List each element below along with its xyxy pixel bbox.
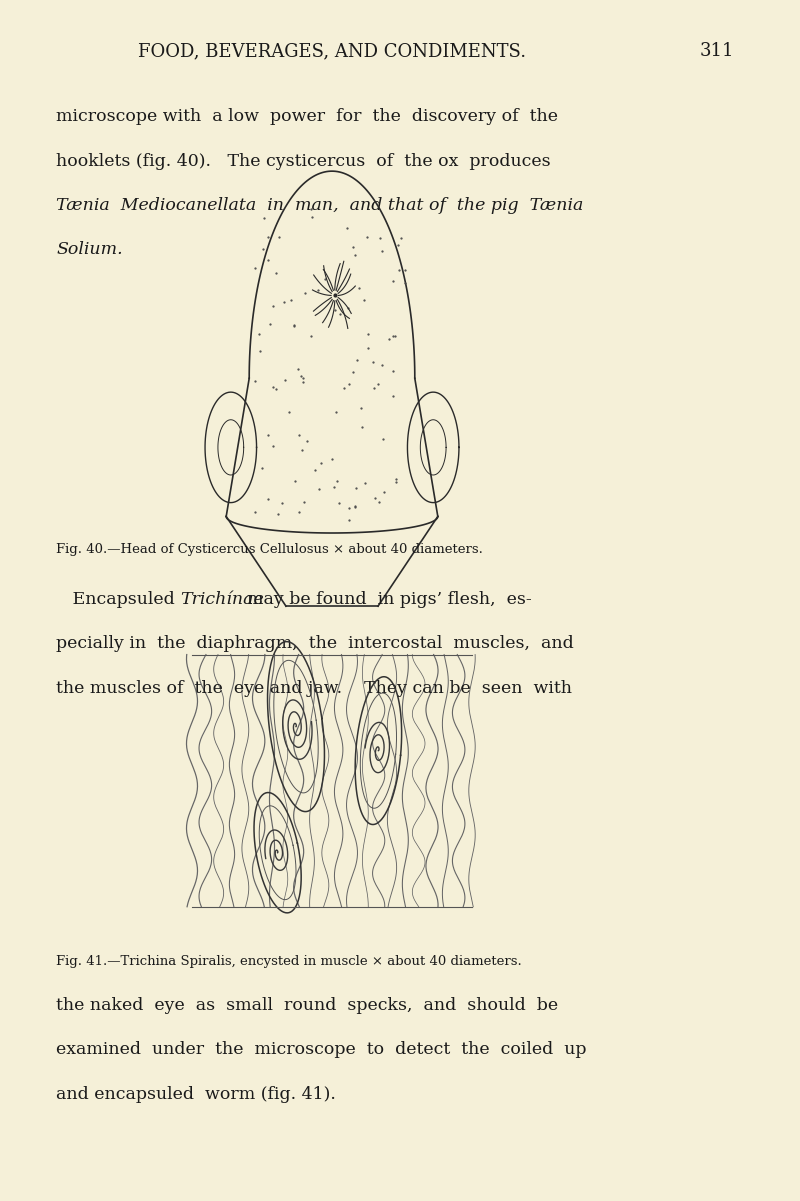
Text: and encapsuled  worm (fig. 41).: and encapsuled worm (fig. 41). [56,1086,336,1103]
Text: may be found  in pigs’ flesh,  es-: may be found in pigs’ flesh, es- [236,591,532,608]
Text: the naked  eye  as  small  round  specks,  and  should  be: the naked eye as small round specks, and… [56,997,558,1014]
Text: Fig. 40.—Head of Cysticercus Cellulosus × about 40 diameters.: Fig. 40.—Head of Cysticercus Cellulosus … [56,543,483,556]
Text: Trichínae: Trichínae [180,591,264,608]
Text: microscope with  a low  power  for  the  discovery of  the: microscope with a low power for the disc… [56,108,558,125]
Text: 311: 311 [700,42,734,60]
Text: Tænia  Mediocanellata  in  man,  and that of  the pig  Tænia: Tænia Mediocanellata in man, and that of… [56,197,583,214]
Text: the muscles of  the  eye and jaw.    They can be  seen  with: the muscles of the eye and jaw. They can… [56,680,572,697]
Text: pecially in  the  diaphragm,  the  intercostal  muscles,  and: pecially in the diaphragm, the intercost… [56,635,574,652]
Text: Fig. 41.—Trichina Spiralis, encysted in muscle × about 40 diameters.: Fig. 41.—Trichina Spiralis, encysted in … [56,955,522,968]
Text: examined  under  the  microscope  to  detect  the  coiled  up: examined under the microscope to detect … [56,1041,586,1058]
Text: hooklets (fig. 40).   The cysticercus  of  the ox  produces: hooklets (fig. 40). The cysticercus of t… [56,153,550,169]
Text: FOOD, BEVERAGES, AND CONDIMENTS.: FOOD, BEVERAGES, AND CONDIMENTS. [138,42,526,60]
Text: Solium.: Solium. [56,241,122,258]
Text: Encapsuled: Encapsuled [56,591,186,608]
